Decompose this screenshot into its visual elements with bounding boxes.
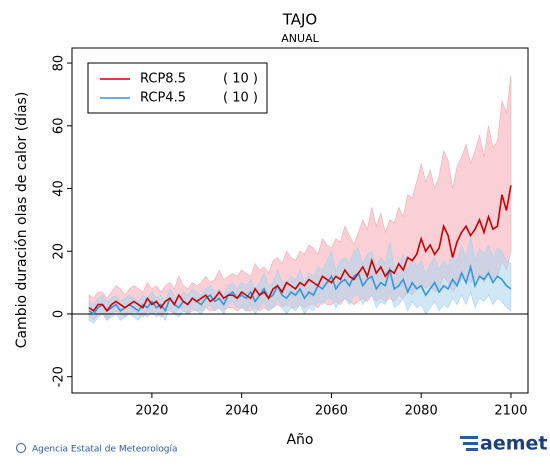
range-band xyxy=(88,235,512,324)
logo-icon xyxy=(460,436,478,451)
legend-box xyxy=(87,62,268,114)
legend-count: ( 10 ) xyxy=(223,72,258,87)
y-tick-label: 60 xyxy=(52,118,67,135)
x-tick-label: 2080 xyxy=(405,404,438,419)
plot-frame xyxy=(71,47,529,394)
y-tick-label: 20 xyxy=(52,243,67,260)
legend-label: RCP8.5 xyxy=(140,72,186,87)
y-axis-label: Cambio duración olas de calor (días) xyxy=(14,92,30,349)
y-tick-label: -20 xyxy=(52,366,67,387)
x-tick-label: 2020 xyxy=(135,404,168,419)
chart-title: TAJO xyxy=(282,11,318,29)
y-tick-label: 0 xyxy=(52,310,67,318)
x-axis-label: Año xyxy=(286,432,313,448)
series-line xyxy=(88,185,512,313)
copyright-icon xyxy=(16,443,26,453)
x-tick-label: 2040 xyxy=(225,404,258,419)
y-tick-label: 40 xyxy=(52,180,67,197)
chart-subtitle: ANUAL xyxy=(281,32,319,45)
range-band xyxy=(88,75,512,321)
x-tick-label: 2100 xyxy=(494,404,527,419)
logo: aemet xyxy=(480,433,547,455)
x-tick-label: 2060 xyxy=(315,404,348,419)
footer: Agencia Estatal de Meteorología xyxy=(32,445,178,455)
legend-count: ( 10 ) xyxy=(223,91,258,106)
y-tick-label: 80 xyxy=(52,55,67,72)
legend-label: RCP4.5 xyxy=(140,91,186,106)
